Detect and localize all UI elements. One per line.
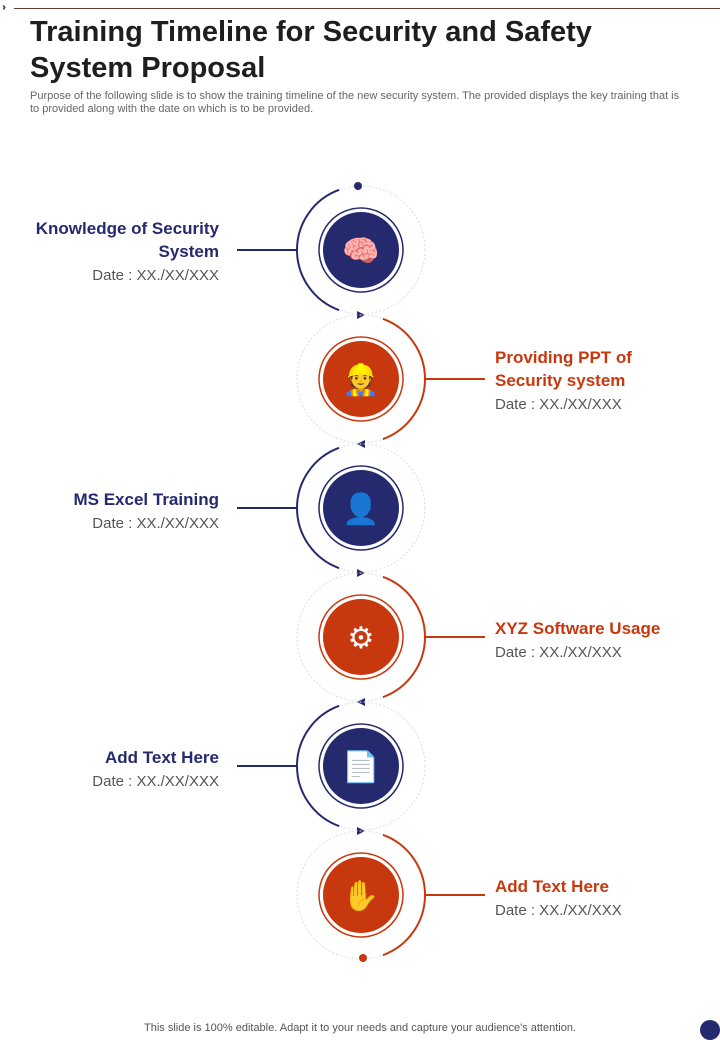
item-date: Date : XX./XX/XXX <box>92 773 219 790</box>
timeline-arc <box>382 833 426 957</box>
timeline-arc <box>296 188 340 312</box>
item-title: MS Excel Training <box>73 490 220 509</box>
hand-person-gear-icon: ✋ <box>342 878 379 913</box>
end-dot <box>359 954 367 962</box>
monitor-code-gear-icon: ⚙ <box>348 622 375 655</box>
timeline-arc <box>382 575 426 699</box>
item-date: Date : XX./XX/XXX <box>495 644 622 661</box>
timeline-item: Knowledge of Security System Date : XX./X… <box>19 217 219 284</box>
icon-circle <box>323 599 399 675</box>
timeline-item: Add Text Here Date : XX./XX/XXX <box>495 875 695 919</box>
item-title: Knowledge of Security System <box>35 219 219 261</box>
video-presentation-icon: 👤 <box>342 491 379 526</box>
item-date: Date : XX./XX/XXX <box>495 902 622 919</box>
document-checklist-icon: 📄 <box>342 749 379 784</box>
icon-ring <box>318 465 404 551</box>
item-date: Date : XX./XX/XXX <box>92 267 219 284</box>
timeline-arc <box>382 317 426 441</box>
page-description: Purpose of the following slide is to sho… <box>30 90 680 115</box>
item-title: Add Text Here <box>495 877 609 896</box>
timeline-arc <box>296 446 340 570</box>
icon-circle <box>323 857 399 933</box>
timeline-item: Providing PPT of Security system Date : X… <box>495 346 695 413</box>
item-title: XYZ Software Usage <box>495 619 661 638</box>
icon-ring <box>318 723 404 809</box>
corner-dot <box>700 1020 720 1040</box>
timeline-item: Add Text Here Date : XX./XX/XXX <box>19 746 219 790</box>
icon-ring <box>318 594 404 680</box>
icon-circle <box>323 212 399 288</box>
icon-circle <box>323 470 399 546</box>
page-title: Training Timeline for Security and Safet… <box>30 16 592 84</box>
item-date: Date : XX./XX/XXX <box>92 515 219 532</box>
head-puzzle-icon: 🧠 <box>342 235 379 268</box>
item-date: Date : XX./XX/XXX <box>495 396 622 413</box>
footer-note: This slide is 100% editable. Adapt it to… <box>144 1022 576 1034</box>
icon-ring <box>318 852 404 938</box>
timeline-arc <box>296 704 340 828</box>
worker-puzzle-icon: 👷 <box>342 362 379 397</box>
item-title: Providing PPT of Security system <box>495 348 632 390</box>
item-title: Add Text Here <box>105 748 219 767</box>
timeline-item: MS Excel Training Date : XX./XX/XXX <box>19 488 220 532</box>
icon-circle <box>323 728 399 804</box>
start-dot <box>354 182 362 190</box>
icon-ring <box>318 207 404 293</box>
top-rule <box>14 8 720 9</box>
icon-circle <box>323 341 399 417</box>
timeline-item: XYZ Software Usage Date : XX./XX/XXX <box>495 617 695 661</box>
icon-ring <box>318 336 404 422</box>
